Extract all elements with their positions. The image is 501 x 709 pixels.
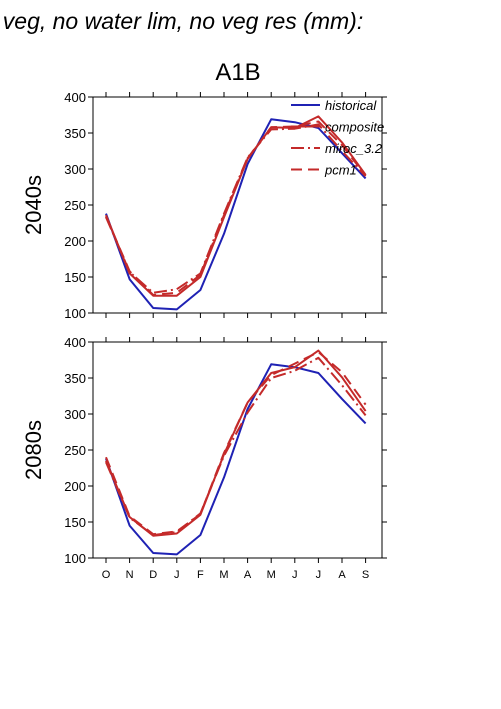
legend-label-historical: historical xyxy=(325,98,377,113)
panel-2040s: 2040s 100 150 200 250 300 350 400 xyxy=(21,90,387,321)
row-label: 2080s xyxy=(21,420,46,480)
y-tick-label: 350 xyxy=(64,371,86,386)
y-tick-label: 350 xyxy=(64,126,86,141)
y-tick-label: 150 xyxy=(64,515,86,530)
legend-label-composite: composite xyxy=(325,120,384,135)
panel-2080s: 2080s 100 150 200 250 300 350 400 xyxy=(21,335,387,566)
x-tick-label: N xyxy=(126,569,134,581)
y-tick-label: 200 xyxy=(64,479,86,494)
series-line-pcm1 xyxy=(105,120,367,296)
x-tick-label: J xyxy=(174,569,180,581)
series-line-historical xyxy=(105,118,367,311)
x-tick-label: S xyxy=(362,569,369,581)
y-tick-label: 400 xyxy=(64,90,86,105)
y-tick-label: 250 xyxy=(64,198,86,213)
y-tick-label: 150 xyxy=(64,270,86,285)
y-tick-label: 250 xyxy=(64,443,86,458)
x-tick-label: J xyxy=(292,569,298,581)
x-tick-label: A xyxy=(338,569,346,581)
x-tick-label: D xyxy=(149,569,157,581)
legend-label-pcm1: pcm1 xyxy=(324,163,357,178)
y-tick-label: 200 xyxy=(64,234,86,249)
y-tick-label: 300 xyxy=(64,162,86,177)
chart-panels: 2040s 100 150 200 250 300 350 400 2080s 100 150 200… xyxy=(21,90,387,581)
series-line-miroc_3.2 xyxy=(105,356,367,536)
row-label: 2040s xyxy=(21,175,46,235)
chart-title: A1B xyxy=(215,59,260,86)
y-tick-label: 100 xyxy=(64,306,86,321)
x-tick-label: F xyxy=(197,569,204,581)
y-tick-label: 400 xyxy=(64,335,86,350)
legend: historical composite miroc_3.2 pcm1 xyxy=(291,98,384,178)
x-tick-label: J xyxy=(316,569,322,581)
y-tick-label: 100 xyxy=(64,551,86,566)
series-line-historical xyxy=(105,363,367,556)
series-line-pcm1 xyxy=(105,351,367,536)
x-tick-label: M xyxy=(219,569,228,581)
x-tick-label: M xyxy=(267,569,276,581)
x-tick-label: O xyxy=(102,569,111,581)
legend-label-miroc_3.2: miroc_3.2 xyxy=(325,141,383,156)
x-tick-label: A xyxy=(244,569,252,581)
page-header: f veg, no water lim, no veg res (mm): xyxy=(0,8,363,34)
y-tick-label: 300 xyxy=(64,407,86,422)
